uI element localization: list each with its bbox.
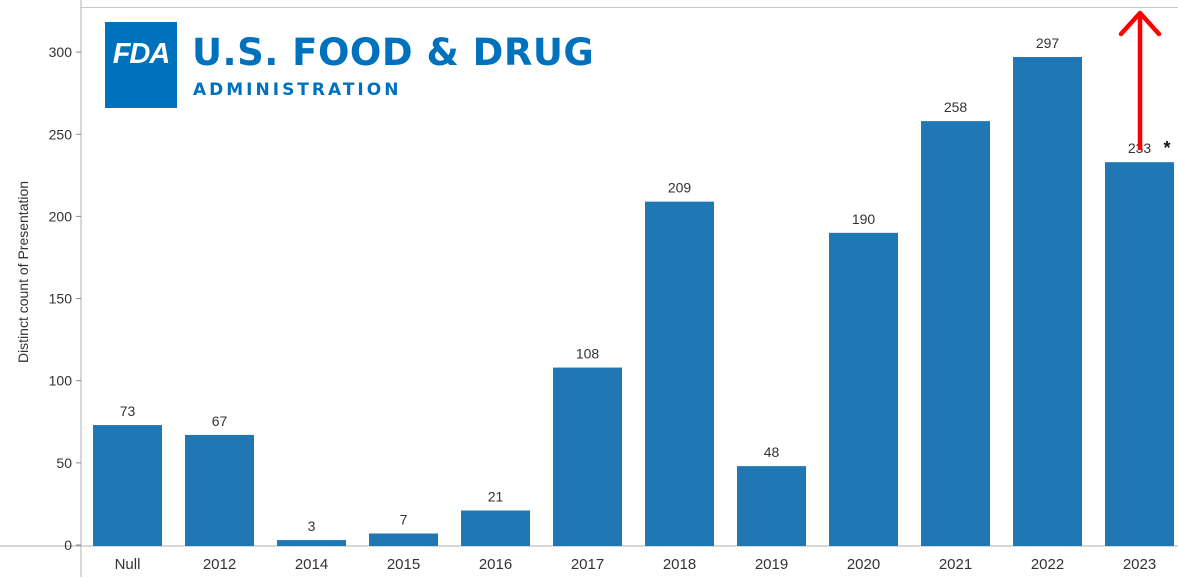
fda-logo-line2: ADMINISTRATION — [193, 80, 401, 100]
data-label-2022: 297 — [1036, 35, 1060, 51]
x-tick-label-2023: 2023 — [1123, 556, 1156, 573]
data-label-2015: 7 — [400, 511, 408, 527]
data-label-2012: 67 — [212, 413, 228, 429]
x-tick-label-Null: Null — [115, 556, 141, 573]
x-tick-label-2012: 2012 — [203, 556, 236, 573]
y-axis-label: Distinct count of Presentation — [15, 181, 31, 363]
y-tick-label: 300 — [49, 44, 73, 60]
fda-logo-mark: FDA — [113, 38, 170, 70]
up-arrow-icon — [1118, 10, 1162, 150]
data-label-Null: 73 — [120, 403, 136, 419]
data-label-2018: 209 — [668, 180, 692, 196]
bar-2019 — [737, 466, 806, 546]
data-label-2019: 48 — [764, 444, 780, 460]
bar-2021 — [921, 121, 990, 546]
y-tick-label: 200 — [49, 208, 73, 224]
data-label-2016: 21 — [488, 488, 504, 504]
data-label-2020: 190 — [852, 211, 876, 227]
x-tick-label-2014: 2014 — [295, 556, 328, 573]
bar-Null — [93, 425, 162, 546]
chart-bars: 7367372110820948190258297233* — [93, 35, 1174, 547]
x-tick-label-2018: 2018 — [663, 556, 696, 573]
data-label-2014: 3 — [308, 518, 316, 534]
fda-logo: FDA U.S. FOOD & DRUG ADMINISTRATION — [105, 22, 594, 108]
arrow-head — [1118, 10, 1162, 37]
bar-2016 — [461, 510, 530, 546]
bar-2014 — [277, 540, 346, 546]
bar-2012 — [185, 434, 254, 546]
bar-2017 — [553, 367, 622, 546]
y-tick-label: 100 — [49, 373, 73, 389]
bar-2023 — [1105, 162, 1174, 546]
fda-logo-box — [105, 22, 177, 108]
y-tick-label: 250 — [49, 126, 73, 142]
bar-2022 — [1013, 57, 1082, 547]
x-tick-label-2016: 2016 — [479, 556, 512, 573]
annotation-asterisk: * — [1164, 138, 1171, 158]
fda-logo-line1: U.S. FOOD & DRUG — [192, 31, 594, 74]
x-tick-label-2021: 2021 — [939, 556, 972, 573]
bar-2020 — [829, 232, 898, 546]
x-tick-label-2022: 2022 — [1031, 556, 1064, 573]
x-tick-label-2019: 2019 — [755, 556, 788, 573]
bar-2015 — [369, 533, 438, 546]
y-tick-label: 150 — [49, 291, 73, 307]
y-tick-label: 50 — [56, 455, 72, 471]
x-tick-label-2020: 2020 — [847, 556, 880, 573]
data-label-2017: 108 — [576, 346, 600, 362]
data-label-2021: 258 — [944, 99, 968, 115]
y-tick-label: 0 — [64, 537, 72, 553]
x-tick-label-2017: 2017 — [571, 556, 604, 573]
bar-2018 — [645, 201, 714, 546]
x-tick-label-2015: 2015 — [387, 556, 420, 573]
